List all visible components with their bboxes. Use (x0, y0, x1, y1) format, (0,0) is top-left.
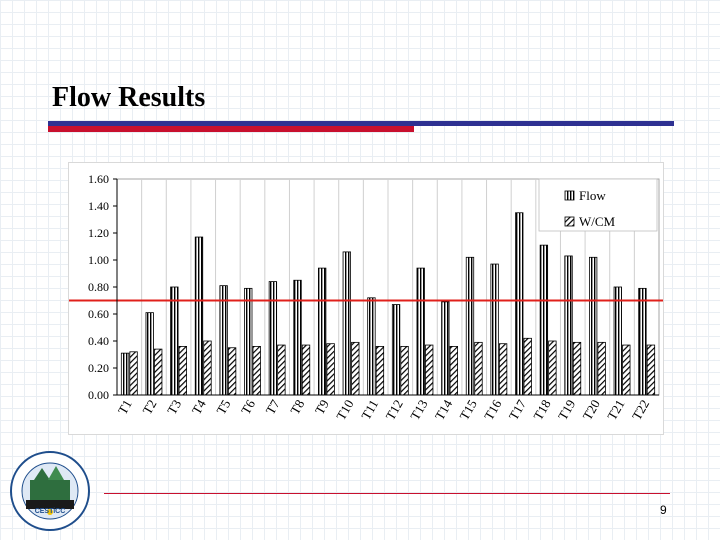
legend-box (538, 178, 658, 232)
y-tick-label: 0.80 (88, 280, 109, 294)
cesticc-logo (10, 451, 90, 531)
bar-flow (145, 312, 154, 396)
title-underline-blue (48, 121, 674, 126)
x-tick-label: T1 (115, 397, 135, 417)
bar-wcm (597, 341, 606, 396)
bar-flow (441, 301, 450, 396)
x-tick-label: T3 (164, 397, 184, 417)
bar-wcm (523, 337, 532, 396)
y-tick-label: 1.40 (88, 199, 109, 213)
x-tick-label: T17 (506, 397, 530, 423)
x-tick-label: T7 (263, 397, 283, 417)
x-tick-label: T14 (432, 397, 456, 423)
legend-label: W/CM (579, 214, 616, 229)
bar-flow (613, 286, 622, 396)
bar-flow (268, 281, 278, 396)
bar-wcm (572, 341, 582, 396)
x-tick-label: T12 (382, 397, 405, 423)
bar-wcm (498, 343, 508, 396)
legend-label: Flow (579, 188, 606, 203)
bar-flow (490, 263, 499, 396)
x-tick-label: T5 (213, 397, 233, 417)
bar-wcm (301, 344, 311, 396)
legend-swatch (564, 190, 575, 201)
bar-wcm (277, 344, 286, 396)
x-tick-label: T21 (604, 397, 627, 423)
bar-flow (293, 279, 302, 396)
y-tick-label: 1.00 (88, 253, 109, 267)
bar-flow (219, 285, 228, 396)
y-tick-label: 0.20 (88, 361, 109, 375)
bar-wcm (252, 345, 261, 396)
bar-flow (589, 256, 598, 396)
slide-title: Flow Results (52, 82, 206, 113)
x-tick-label: T10 (333, 397, 356, 423)
bar-wcm (203, 340, 212, 396)
x-tick-label: T22 (629, 397, 652, 423)
bar-wcm (622, 344, 631, 396)
bar-flow (170, 286, 179, 396)
bar-wcm (129, 351, 138, 396)
bar-flow (416, 267, 425, 396)
bar-wcm (400, 345, 409, 396)
bar-flow (515, 212, 524, 396)
y-tick-label: 1.20 (88, 226, 109, 240)
legend-swatch (564, 216, 575, 227)
x-tick-label: T20 (580, 397, 603, 423)
x-tick-label: T19 (555, 397, 578, 423)
bar-flow (564, 255, 573, 396)
x-tick-label: T16 (481, 397, 505, 423)
y-tick-label: 0.40 (88, 334, 109, 348)
logo-wordmark: CESTiCC (34, 508, 66, 515)
bar-flow (244, 287, 253, 396)
x-tick-label: T2 (139, 397, 159, 417)
x-tick-label: T9 (312, 397, 332, 417)
x-tick-label: T13 (407, 397, 430, 423)
x-tick-label: T15 (456, 397, 479, 423)
bar-flow (465, 256, 475, 396)
x-tick-label: T4 (189, 397, 209, 417)
y-tick-label: 0.60 (88, 307, 109, 321)
x-tick-label: T6 (238, 397, 258, 417)
bar-wcm (646, 344, 656, 396)
bar-wcm (425, 344, 434, 396)
bar-wcm (474, 341, 483, 396)
bar-wcm (449, 345, 458, 396)
x-tick-label: T18 (530, 397, 553, 423)
footer-rule (104, 493, 670, 494)
bar-flow (367, 297, 376, 396)
bar-flow (318, 267, 327, 396)
bar-wcm (178, 345, 187, 396)
bar-flow (342, 251, 351, 396)
x-tick-label: T11 (358, 397, 381, 422)
chart-panel: 0.00 0.20 0.40 0.60 0.80 1.00 1.20 1.40 1.60 T1 T2… (68, 162, 664, 435)
bar-flow (194, 236, 204, 396)
y-tick-label: 1.60 (88, 172, 109, 186)
bar-flow (539, 244, 549, 396)
bar-wcm (548, 340, 557, 396)
bar-wcm (375, 345, 385, 396)
page-number: 9 (660, 503, 667, 517)
bar-wcm (326, 343, 335, 396)
y-tick-label: 0.00 (88, 388, 109, 402)
title-underline-red (48, 126, 414, 132)
x-tick-label: T8 (287, 397, 307, 417)
bar-flow (391, 304, 401, 396)
bar-wcm (154, 348, 163, 396)
bar-wcm (227, 347, 237, 396)
bar-wcm (351, 341, 360, 396)
bar-flow (120, 352, 130, 396)
bar-flow (638, 287, 647, 396)
